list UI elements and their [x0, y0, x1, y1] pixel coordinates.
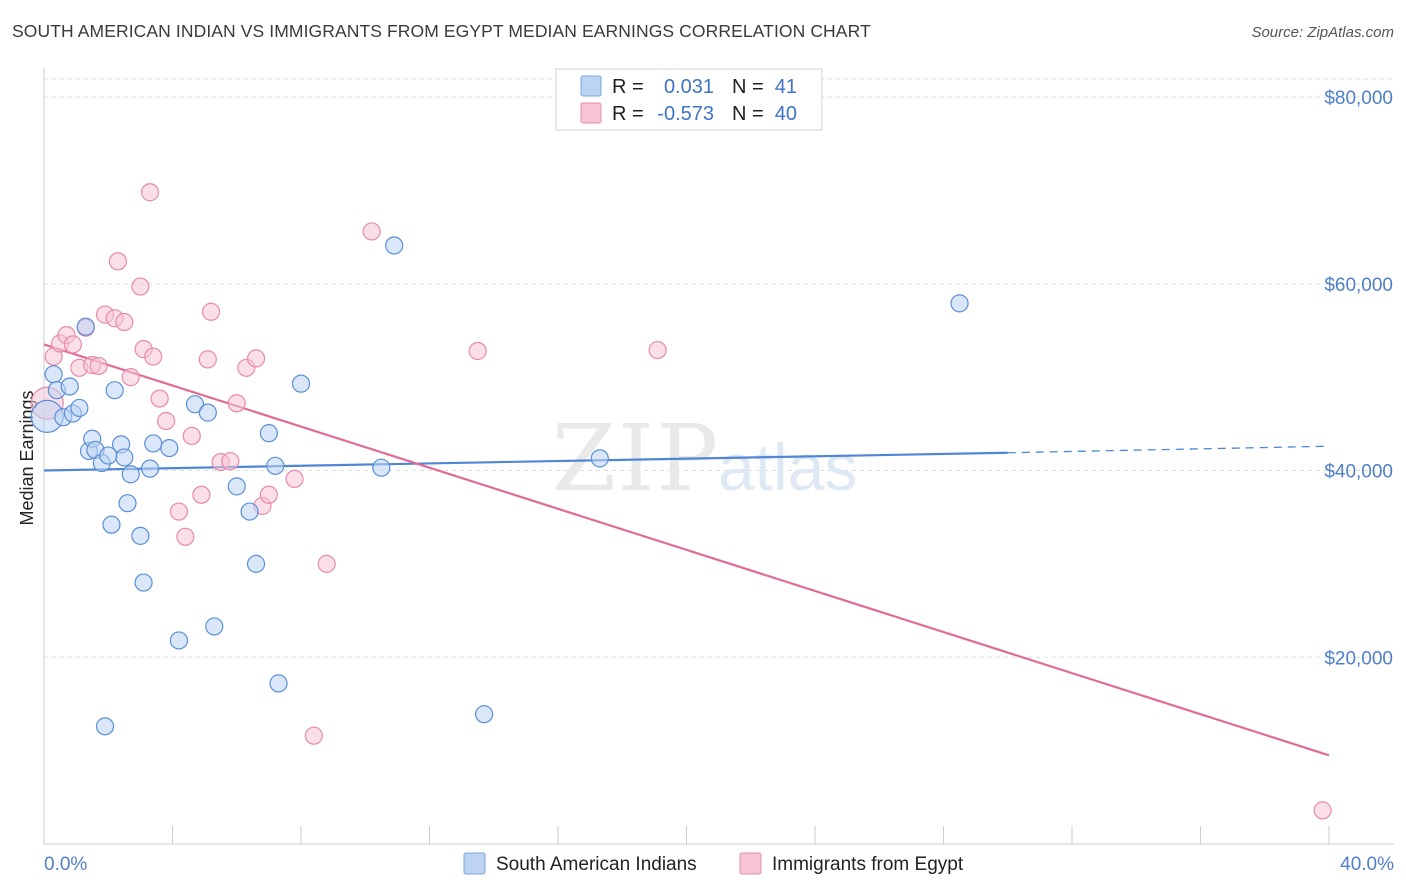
- point-south-american-indians[interactable]: [240, 502, 259, 521]
- point-immigrants-from-egypt[interactable]: [121, 368, 140, 387]
- point-immigrants-from-egypt[interactable]: [115, 312, 134, 332]
- chart-source: Source: ZipAtlas.com: [1251, 24, 1394, 41]
- point-immigrants-from-egypt[interactable]: [648, 340, 667, 360]
- point-south-american-indians[interactable]: [118, 494, 137, 513]
- series-legend-swatch-blue: [463, 852, 486, 875]
- y-tick-label: $80,000: [1324, 88, 1393, 109]
- y-tick-label: $20,000: [1324, 648, 1393, 669]
- point-immigrants-from-egypt[interactable]: [468, 341, 487, 361]
- point-south-american-indians[interactable]: [44, 365, 63, 384]
- point-south-american-indians[interactable]: [99, 446, 118, 465]
- point-immigrants-from-egypt[interactable]: [176, 527, 195, 546]
- point-immigrants-from-egypt[interactable]: [63, 335, 83, 354]
- point-south-american-indians[interactable]: [60, 377, 79, 396]
- y-tick-labels: $20,000 $40,000 $60,000 $80,000: [1324, 88, 1393, 669]
- point-south-american-indians[interactable]: [144, 434, 163, 453]
- point-south-american-indians[interactable]: [227, 477, 246, 496]
- point-immigrants-from-egypt[interactable]: [150, 389, 169, 408]
- point-south-american-indians[interactable]: [95, 717, 115, 736]
- series-legend-label-1: South American Indians: [496, 854, 697, 875]
- point-immigrants-from-egypt[interactable]: [131, 277, 150, 296]
- trend-lines: [43, 343, 1330, 757]
- x-tick-label-min: 0.0%: [44, 854, 87, 875]
- chart-title: SOUTH AMERICAN INDIAN VS IMMIGRANTS FROM…: [12, 21, 871, 41]
- point-south-american-indians[interactable]: [259, 424, 278, 443]
- point-south-american-indians[interactable]: [169, 631, 189, 650]
- point-immigrants-from-egypt[interactable]: [182, 426, 201, 446]
- point-south-american-indians[interactable]: [76, 317, 95, 336]
- point-immigrants-from-egypt[interactable]: [198, 350, 217, 369]
- point-south-american-indians[interactable]: [385, 236, 404, 255]
- point-south-american-indians[interactable]: [475, 705, 494, 724]
- series-legend: South American Indians Immigrants from E…: [463, 852, 964, 875]
- point-south-american-indians[interactable]: [121, 465, 140, 484]
- series-legend-label-2: Immigrants from Egypt: [772, 854, 964, 875]
- axis-layer: [43, 68, 1394, 845]
- point-south-american-indians[interactable]: [131, 526, 150, 545]
- trend-line-immigrants-from-egypt: [43, 343, 1330, 757]
- correlation-legend: R = 0.031 N = 41 R = -0.573 N = 40: [555, 68, 823, 131]
- legend-r-value-2: -0.573: [657, 103, 714, 125]
- data-points: [30, 183, 1332, 820]
- point-immigrants-from-egypt[interactable]: [140, 183, 160, 202]
- point-south-american-indians[interactable]: [185, 395, 205, 414]
- point-immigrants-from-egypt[interactable]: [201, 302, 221, 321]
- point-south-american-indians[interactable]: [291, 374, 311, 393]
- legend-n-label-1: N =: [732, 76, 764, 98]
- point-immigrants-from-egypt[interactable]: [227, 394, 246, 413]
- y-tick-label: $40,000: [1324, 462, 1393, 483]
- legend-n-value-1: 41: [775, 76, 797, 98]
- point-immigrants-from-egypt[interactable]: [259, 485, 278, 504]
- point-south-american-indians[interactable]: [70, 398, 89, 418]
- legend-r-value-1: 0.031: [664, 76, 714, 98]
- point-south-american-indians[interactable]: [246, 554, 266, 573]
- point-immigrants-from-egypt[interactable]: [304, 726, 323, 745]
- legend-n-value-2: 40: [775, 103, 797, 125]
- point-south-american-indians[interactable]: [590, 449, 609, 468]
- point-immigrants-from-egypt[interactable]: [192, 485, 211, 504]
- y-axis-title: Median Earnings: [17, 390, 37, 525]
- point-south-american-indians[interactable]: [198, 403, 217, 422]
- point-south-american-indians[interactable]: [269, 674, 288, 693]
- point-south-american-indians[interactable]: [950, 294, 969, 313]
- point-south-american-indians[interactable]: [160, 438, 179, 458]
- legend-swatch-pink: [580, 102, 602, 124]
- series-legend-swatch-pink: [739, 852, 762, 875]
- trend-line-extension-south-american-indians: [1007, 445, 1330, 454]
- y-tick-label: $60,000: [1324, 275, 1393, 296]
- trend-line-south-american-indians: [43, 451, 1008, 472]
- point-immigrants-from-egypt[interactable]: [246, 349, 266, 368]
- point-immigrants-from-egypt[interactable]: [144, 347, 163, 366]
- x-tick-label-max: 40.0%: [1340, 854, 1394, 875]
- point-south-american-indians[interactable]: [102, 515, 121, 534]
- point-south-american-indians[interactable]: [140, 459, 160, 478]
- point-south-american-indians[interactable]: [372, 458, 391, 477]
- legend-swatch-blue: [580, 75, 602, 97]
- point-immigrants-from-egypt[interactable]: [108, 252, 127, 271]
- point-south-american-indians[interactable]: [266, 456, 285, 475]
- x-tick-labels: 0.0% 40.0%: [44, 854, 1394, 875]
- point-south-american-indians[interactable]: [105, 381, 124, 400]
- point-immigrants-from-egypt[interactable]: [285, 469, 304, 489]
- point-immigrants-from-egypt[interactable]: [362, 222, 381, 241]
- legend-n-label-2: N =: [732, 103, 764, 125]
- point-south-american-indians[interactable]: [115, 448, 134, 467]
- point-immigrants-from-egypt[interactable]: [156, 411, 176, 431]
- point-south-american-indians[interactable]: [134, 573, 153, 592]
- point-immigrants-from-egypt[interactable]: [317, 554, 336, 573]
- point-south-american-indians[interactable]: [205, 617, 224, 636]
- point-immigrants-from-egypt[interactable]: [169, 502, 189, 521]
- point-immigrants-from-egypt[interactable]: [221, 452, 240, 471]
- legend-r-label-1: R =: [612, 76, 644, 98]
- point-immigrants-from-egypt[interactable]: [1313, 801, 1332, 820]
- legend-r-label-2: R =: [612, 103, 644, 125]
- point-immigrants-from-egypt[interactable]: [89, 356, 108, 376]
- watermark-atlas: atlas: [718, 430, 857, 504]
- watermark: ZIP atlas: [552, 405, 857, 512]
